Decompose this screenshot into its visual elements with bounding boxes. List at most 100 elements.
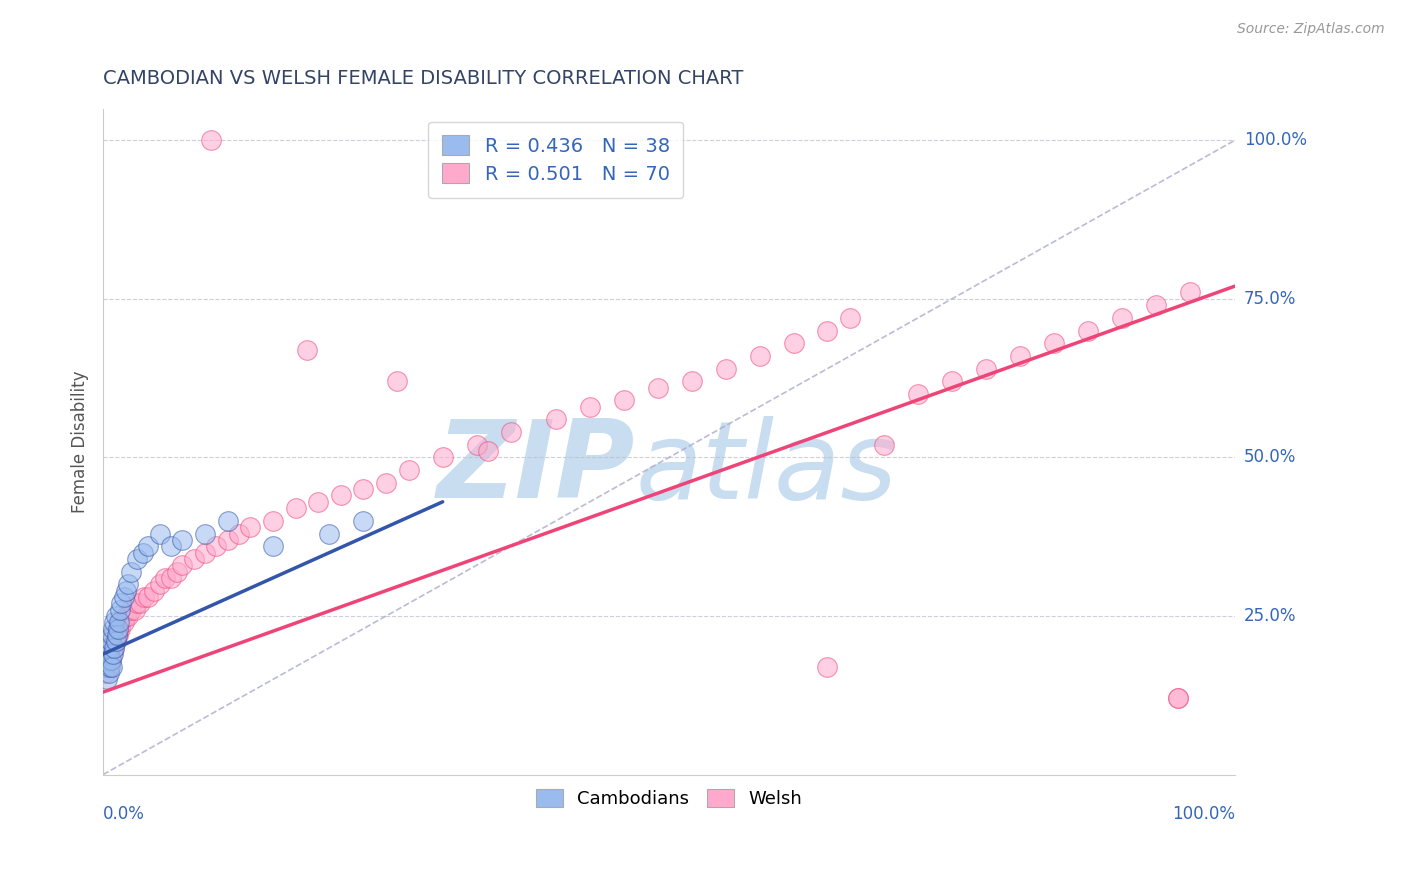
Point <box>782 336 804 351</box>
Legend: Cambodians, Welsh: Cambodians, Welsh <box>529 781 810 815</box>
Point <box>104 634 127 648</box>
Point <box>839 310 862 325</box>
Point <box>98 659 121 673</box>
Point <box>1077 324 1099 338</box>
Point <box>352 514 374 528</box>
Point <box>205 539 228 553</box>
Point <box>138 590 160 604</box>
Point <box>160 539 183 553</box>
Point <box>100 653 122 667</box>
Point <box>1144 298 1167 312</box>
Point <box>681 374 703 388</box>
Point <box>329 488 352 502</box>
Point <box>97 659 120 673</box>
Point <box>1167 691 1189 706</box>
Text: CAMBODIAN VS WELSH FEMALE DISABILITY CORRELATION CHART: CAMBODIAN VS WELSH FEMALE DISABILITY COR… <box>103 69 744 87</box>
Point <box>974 361 997 376</box>
Point <box>120 602 142 616</box>
Point <box>97 653 120 667</box>
Point <box>110 596 132 610</box>
Point <box>105 628 128 642</box>
Point <box>101 647 124 661</box>
Point <box>132 590 155 604</box>
Point <box>97 666 120 681</box>
Point <box>183 552 205 566</box>
Point <box>307 495 329 509</box>
Point <box>262 514 284 528</box>
Point <box>143 583 166 598</box>
Point <box>107 622 129 636</box>
Point <box>284 501 307 516</box>
Point <box>97 653 120 667</box>
Point <box>107 628 129 642</box>
Point <box>1043 336 1066 351</box>
Text: 75.0%: 75.0% <box>1244 290 1296 308</box>
Point <box>228 526 250 541</box>
Point <box>1008 349 1031 363</box>
Point <box>108 622 131 636</box>
Point <box>172 533 194 547</box>
Point <box>352 482 374 496</box>
Y-axis label: Female Disability: Female Disability <box>72 370 89 513</box>
Point <box>108 602 131 616</box>
Point <box>96 673 118 687</box>
Point <box>748 349 770 363</box>
Point <box>432 450 454 465</box>
Point <box>112 590 135 604</box>
Point <box>613 393 636 408</box>
Point <box>100 653 122 667</box>
Point <box>94 666 117 681</box>
Point <box>94 659 117 673</box>
Point <box>101 628 124 642</box>
Point <box>97 647 120 661</box>
Text: 100.0%: 100.0% <box>1173 805 1234 822</box>
Point <box>194 545 217 559</box>
Point <box>104 609 127 624</box>
Point <box>149 577 172 591</box>
Point <box>318 526 340 541</box>
Text: 100.0%: 100.0% <box>1244 131 1308 149</box>
Point <box>477 444 499 458</box>
Point <box>125 596 148 610</box>
Point <box>817 659 839 673</box>
Point <box>217 514 239 528</box>
Point <box>100 640 122 655</box>
Point <box>295 343 318 357</box>
Point <box>132 545 155 559</box>
Text: ZIP: ZIP <box>437 415 636 521</box>
Point <box>103 628 125 642</box>
Point <box>262 539 284 553</box>
Point <box>375 475 398 490</box>
Point <box>97 640 120 655</box>
Point <box>120 565 142 579</box>
Point <box>103 640 125 655</box>
Point <box>1111 310 1133 325</box>
Point <box>941 374 963 388</box>
Point <box>98 640 121 655</box>
Point <box>96 659 118 673</box>
Text: atlas: atlas <box>636 416 897 521</box>
Text: 0.0%: 0.0% <box>103 805 145 822</box>
Point <box>103 640 125 655</box>
Point <box>117 577 139 591</box>
Point <box>172 558 194 573</box>
Point <box>714 361 737 376</box>
Point <box>166 565 188 579</box>
Point <box>114 609 136 624</box>
Point <box>103 640 125 655</box>
Point <box>97 647 120 661</box>
Point <box>103 622 125 636</box>
Point <box>578 400 600 414</box>
Point <box>1167 691 1189 706</box>
Point <box>465 438 488 452</box>
Point <box>499 425 522 439</box>
Text: Source: ZipAtlas.com: Source: ZipAtlas.com <box>1237 22 1385 37</box>
Point <box>114 583 136 598</box>
Point <box>110 615 132 630</box>
Point <box>125 552 148 566</box>
Point <box>105 628 128 642</box>
Point <box>124 602 146 616</box>
Point <box>194 526 217 541</box>
Point <box>907 387 929 401</box>
Point <box>117 609 139 624</box>
